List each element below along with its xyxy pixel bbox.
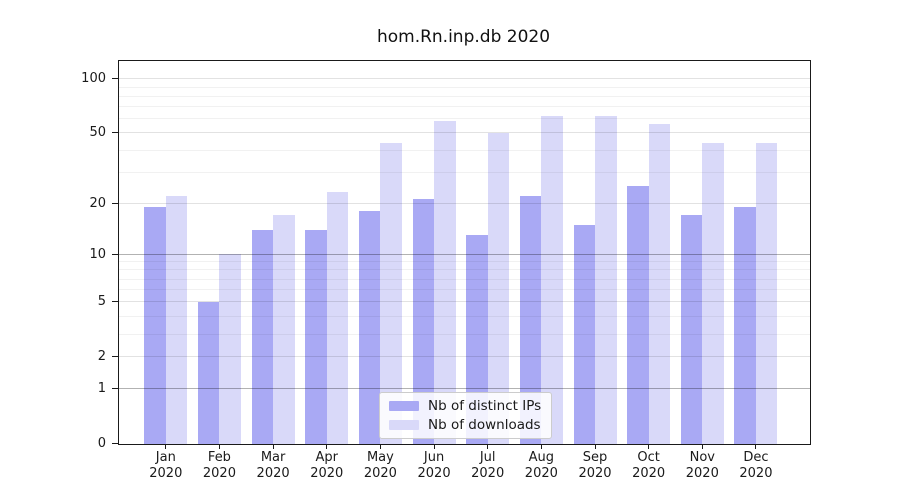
- y-gridline-minor: [119, 86, 810, 88]
- y-gridline-minor: [119, 95, 810, 97]
- bar-downloads-may: [380, 142, 402, 444]
- y-gridline-minor: [119, 315, 810, 317]
- y-tick-label: 5: [97, 294, 106, 310]
- x-tick-label: Sep 2020: [578, 450, 612, 481]
- y-gridline-major: [119, 78, 810, 80]
- y-gridline-major: [119, 301, 810, 303]
- y-tick-label: 0: [97, 436, 106, 451]
- plot-inner: [119, 61, 810, 444]
- legend-swatch-downloads-icon: [389, 420, 419, 430]
- y-gridline-minor: [119, 333, 810, 335]
- y-tick-label: 1: [97, 381, 106, 397]
- y-tick-mark: [112, 253, 118, 255]
- bar-distinct-ips-mar: [251, 229, 274, 444]
- legend: Nb of distinct IPs Nb of downloads: [379, 392, 553, 439]
- bar-distinct-ips-aug: [519, 195, 542, 444]
- x-tick-label: Jan 2020: [149, 450, 183, 481]
- y-tick-mark: [112, 301, 118, 303]
- x-tick-mark: [326, 444, 328, 449]
- bar-downloads-mar: [273, 215, 295, 444]
- legend-label-distinct-ips: Nb of distinct IPs: [428, 398, 542, 414]
- legend-swatch-distinct-ips-icon: [389, 401, 419, 411]
- x-tick-label: Feb 2020: [202, 450, 236, 481]
- legend-label-downloads: Nb of downloads: [428, 417, 541, 433]
- legend-item-distinct-ips: Nb of distinct IPs: [389, 399, 541, 413]
- x-tick-label: Mar 2020: [256, 450, 290, 481]
- bar-distinct-ips-dec: [734, 206, 756, 444]
- bar-distinct-ips-jul: [466, 235, 488, 444]
- bar-distinct-ips-sep: [573, 224, 595, 444]
- y-gridline-major: [119, 388, 810, 390]
- y-gridline-minor: [119, 118, 810, 120]
- bar-downloads-nov: [702, 142, 724, 444]
- x-tick-mark: [487, 444, 489, 449]
- bar-downloads-feb: [219, 254, 241, 444]
- legend-item-downloads: Nb of downloads: [389, 418, 541, 432]
- x-tick-label: Jun 2020: [417, 450, 451, 481]
- x-tick-mark: [165, 444, 167, 449]
- bar-distinct-ips-oct: [627, 186, 649, 444]
- x-tick-mark: [594, 444, 596, 449]
- bar-downloads-sep: [595, 116, 617, 444]
- x-tick-mark: [701, 444, 703, 449]
- x-tick-mark: [218, 444, 220, 449]
- y-gridline-minor: [119, 106, 810, 108]
- bar-distinct-ips-jun: [412, 199, 435, 444]
- x-tick-label: May 2020: [363, 450, 397, 481]
- x-tick-label: Dec 2020: [739, 450, 773, 481]
- bar-downloads-jun: [434, 121, 456, 444]
- y-tick-mark: [112, 443, 118, 444]
- x-tick-label: Nov 2020: [685, 450, 719, 481]
- bar-downloads-jul: [487, 132, 510, 444]
- x-tick-label: Apr 2020: [310, 450, 344, 481]
- bar-downloads-oct: [648, 124, 671, 444]
- y-tick-label: 2: [97, 349, 106, 365]
- y-gridline-minor: [119, 289, 810, 291]
- x-tick-label: Aug 2020: [524, 450, 558, 481]
- y-gridline-major: [119, 253, 810, 255]
- y-tick-label: 50: [89, 125, 106, 141]
- bar-downloads-jan: [165, 195, 188, 444]
- x-tick-mark: [540, 444, 542, 449]
- x-tick-label: Jul 2020: [471, 450, 505, 481]
- y-gridline-minor: [119, 278, 810, 280]
- bar-downloads-aug: [541, 116, 563, 444]
- bar-distinct-ips-may: [358, 210, 381, 444]
- y-gridline-minor: [119, 261, 810, 263]
- x-tick-label: Oct 2020: [632, 450, 666, 481]
- bar-distinct-ips-jan: [144, 206, 166, 444]
- bar-distinct-ips-nov: [680, 215, 703, 444]
- bar-downloads-dec: [755, 142, 778, 444]
- y-tick-mark: [112, 132, 118, 134]
- y-tick-mark: [112, 388, 118, 390]
- bar-distinct-ips-apr: [305, 229, 327, 444]
- y-tick-label: 20: [89, 195, 106, 211]
- y-gridline-minor: [119, 269, 810, 271]
- y-tick-mark: [112, 202, 118, 204]
- y-gridline-major: [119, 132, 810, 134]
- y-gridline-minor: [119, 149, 810, 151]
- y-gridline-minor: [119, 171, 810, 173]
- y-tick-label: 100: [81, 71, 106, 87]
- y-gridline-major: [119, 202, 810, 204]
- x-tick-mark: [755, 444, 757, 449]
- y-tick-mark: [112, 78, 118, 80]
- chart-title: hom.Rn.inp.db 2020: [376, 27, 551, 47]
- x-tick-mark: [648, 444, 650, 449]
- x-tick-mark: [433, 444, 435, 449]
- bar-distinct-ips-feb: [197, 301, 220, 444]
- bar-downloads-apr: [326, 192, 349, 444]
- y-gridline-major: [119, 356, 810, 358]
- x-tick-mark: [272, 444, 274, 449]
- y-tick-label: 10: [89, 246, 106, 262]
- plot-area: [118, 60, 811, 445]
- y-tick-mark: [112, 356, 118, 358]
- x-tick-mark: [379, 444, 381, 449]
